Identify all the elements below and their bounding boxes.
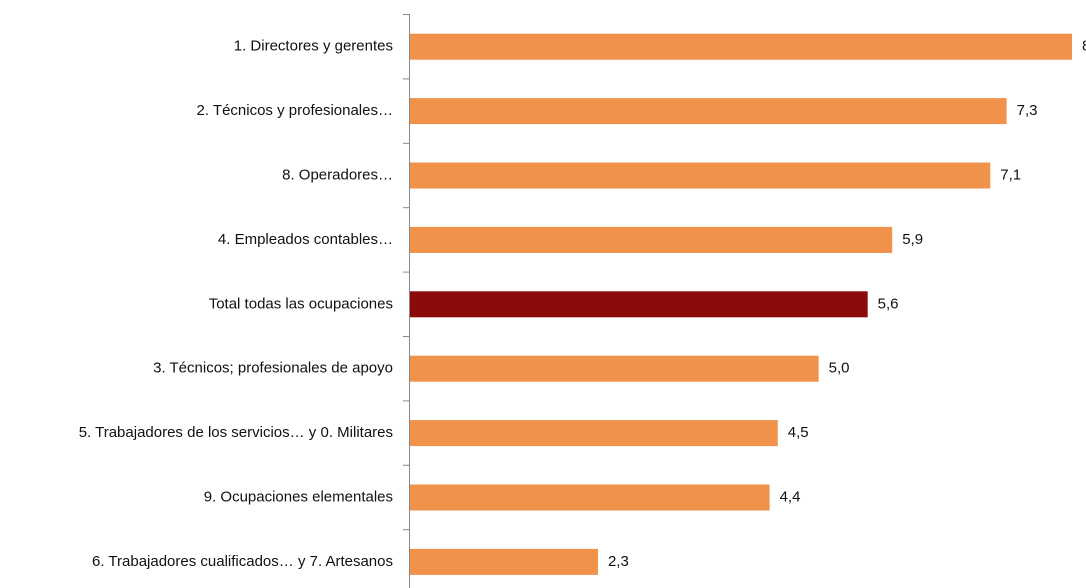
bar — [410, 484, 770, 511]
category-label: 2. Técnicos y profesionales… — [197, 102, 394, 119]
bar — [410, 548, 598, 575]
value-label: 7,3 — [1017, 102, 1038, 119]
bar — [410, 98, 1007, 125]
bar — [410, 291, 868, 318]
bar — [410, 33, 1072, 60]
category-label: Total todas las ocupaciones — [209, 295, 393, 312]
category-label: 5. Trabajadores de los servicios… y 0. M… — [79, 424, 393, 441]
bar — [410, 226, 893, 253]
value-label: 7,1 — [1000, 166, 1021, 183]
bar — [410, 355, 819, 382]
category-label: 9. Ocupaciones elementales — [204, 488, 393, 505]
category-label: 8. Operadores… — [282, 166, 393, 183]
bar — [410, 162, 991, 189]
category-label: 6. Trabajadores cualificados… y 7. Artes… — [92, 553, 393, 570]
value-label: 4,4 — [780, 488, 801, 505]
category-label: 1. Directores y gerentes — [234, 38, 393, 55]
category-label: 3. Técnicos; profesionales de apoyo — [153, 360, 393, 377]
value-label: 5,9 — [902, 231, 923, 248]
value-label: 2,3 — [608, 553, 629, 570]
value-label: 4,5 — [788, 424, 809, 441]
value-label: 5,6 — [878, 295, 899, 312]
category-label: 4. Empleados contables… — [218, 231, 393, 248]
value-label: 5,0 — [829, 360, 850, 377]
bar — [410, 420, 778, 447]
value-label: 8,1 — [1082, 38, 1086, 55]
